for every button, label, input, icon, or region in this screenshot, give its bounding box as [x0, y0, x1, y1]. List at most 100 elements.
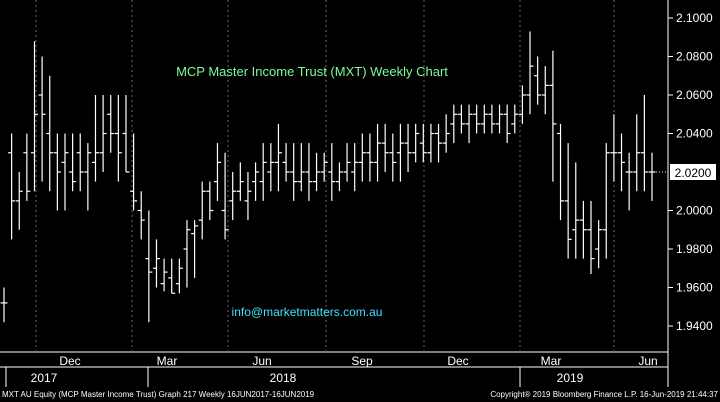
ohlc-bar	[221, 152, 229, 240]
ohlc-bar	[534, 56, 542, 105]
ohlc-bar	[320, 152, 328, 182]
year-label: 2018	[270, 371, 297, 385]
ohlc-bar	[541, 66, 549, 115]
x-tick-label: Dec	[59, 354, 80, 368]
footer-right-text: Copyright® 2019 Bloomberg Finance L.P. 1…	[490, 390, 718, 399]
x-axis-ticks: Dec Mar Jun Sep Dec Mar Jun 2017 2018 2019	[5, 354, 658, 387]
ohlc-bar	[107, 95, 115, 153]
ohlc-bar	[252, 162, 260, 201]
ohlc-bar	[175, 258, 183, 294]
last-price-label: 2.0200	[675, 166, 712, 180]
ohlc-bar	[160, 258, 168, 292]
ohlc-bar	[351, 143, 359, 192]
y-axis-ticks: 2.1000 2.0800 2.0600 2.0400 2.0000 1.9800 1.96…	[668, 11, 713, 333]
ohlc-bar	[30, 41, 38, 192]
ohlc-bar	[557, 123, 565, 221]
price-chart: 2.1000 2.0800 2.0600 2.0400 2.0000 1.9800 1.96…	[0, 0, 716, 387]
ohlc-bar	[53, 133, 61, 211]
ohlc-bar	[274, 123, 282, 192]
year-label: 2019	[557, 371, 584, 385]
ohlc-bar	[343, 143, 351, 182]
ohlc-bar	[640, 95, 648, 192]
ohlc-bar	[389, 133, 397, 182]
ohlc-bar	[526, 31, 534, 115]
ohlc-bar	[8, 133, 16, 240]
ohlc-bar	[358, 133, 366, 182]
ohlc-bar	[244, 172, 252, 221]
ohlc-bar	[38, 56, 46, 182]
ohlc-bar	[114, 95, 122, 182]
ohlc-bar	[290, 143, 298, 201]
ohlc-bar	[396, 123, 404, 182]
ohlc-bar	[480, 104, 488, 134]
ohlc-bar	[450, 104, 458, 144]
y-tick-label: 2.0800	[676, 50, 713, 64]
ohlc-bar	[15, 172, 23, 230]
ohlc-bar	[442, 114, 450, 153]
ohlc-bar	[69, 133, 77, 192]
ohlc-bar	[549, 50, 557, 182]
ohlc-bar	[618, 133, 626, 192]
ohlc-bar	[229, 172, 237, 221]
x-tick-label: Mar	[541, 354, 562, 368]
x-tick-label: Jun	[252, 354, 271, 368]
ohlc-bar	[122, 95, 130, 173]
footer-left-text: MXT AU Equity (MCP Master Income Trust) …	[2, 390, 315, 399]
y-tick-label: 2.0000	[676, 204, 713, 218]
ohlc-bar	[633, 114, 641, 192]
ohlc-bar	[366, 133, 374, 182]
ohlc-bar	[404, 123, 412, 172]
ohlc-bar	[130, 133, 138, 211]
x-tick-label: Jun	[638, 354, 657, 368]
ohlc-bar	[259, 143, 267, 201]
ohlc-bar	[191, 220, 199, 278]
ohlc-bar	[145, 210, 153, 323]
ohlc-bar	[61, 133, 69, 211]
ohlc-bars	[0, 31, 668, 323]
x-tick-label: Mar	[157, 354, 178, 368]
plot-area	[0, 0, 668, 352]
footer-bar: MXT AU Equity (MCP Master Income Trust) …	[0, 387, 720, 402]
y-tick-label: 1.9800	[676, 242, 713, 256]
ohlc-bar	[206, 181, 214, 221]
ohlc-bar	[579, 200, 587, 259]
ohlc-bar	[412, 123, 420, 163]
ohlc-bar	[76, 133, 84, 192]
ohlc-bar	[625, 152, 633, 211]
ohlc-bar	[99, 95, 107, 172]
ohlc-bar	[374, 123, 382, 182]
ohlc-bar	[648, 152, 656, 201]
ohlc-bar	[602, 143, 610, 259]
ohlc-bar	[427, 123, 435, 163]
ohlc-bar	[152, 239, 160, 288]
ohlc-bar	[572, 162, 580, 259]
ohlc-bar	[198, 181, 206, 240]
ohlc-bar	[305, 143, 313, 201]
ohlc-bar	[419, 123, 427, 163]
ohlc-bar	[518, 85, 526, 124]
x-tick-label: Sep	[351, 354, 373, 368]
ohlc-bar	[23, 133, 31, 201]
ohlc-bar	[46, 75, 54, 192]
ohlc-bar	[381, 123, 389, 172]
ohlc-bar	[313, 152, 321, 192]
ohlc-bar	[297, 143, 305, 192]
ohlc-bar	[335, 162, 343, 192]
ohlc-bar	[328, 143, 336, 201]
ohlc-bar	[564, 143, 572, 259]
ohlc-bar	[496, 104, 504, 134]
ohlc-bar	[595, 220, 603, 269]
year-label: 2017	[31, 371, 58, 385]
y-tick-label: 2.0400	[676, 127, 713, 141]
last-price-box	[670, 164, 716, 180]
ohlc-bar	[610, 114, 618, 182]
ohlc-bar	[236, 162, 244, 201]
ohlc-bar	[84, 143, 92, 211]
ohlc-bar	[267, 143, 275, 192]
x-tick-label: Dec	[447, 354, 468, 368]
ohlc-bar	[213, 143, 221, 201]
ohlc-bar	[473, 104, 481, 134]
watermark-email: info@marketmatters.com.au	[232, 305, 383, 319]
y-tick-label: 2.1000	[676, 11, 713, 25]
